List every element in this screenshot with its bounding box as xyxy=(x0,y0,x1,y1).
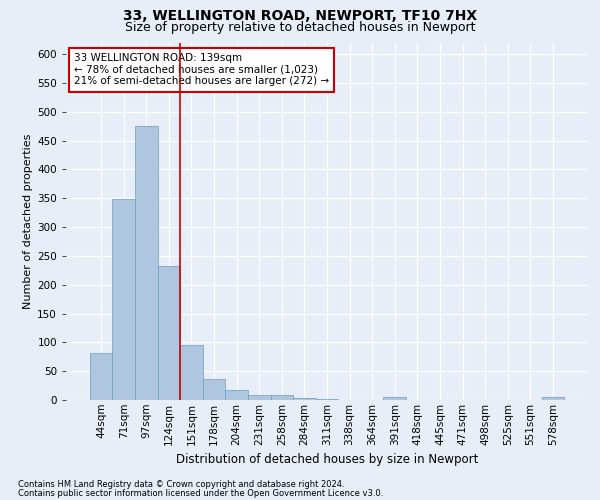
Text: Size of property relative to detached houses in Newport: Size of property relative to detached ho… xyxy=(125,22,475,35)
Text: Contains HM Land Registry data © Crown copyright and database right 2024.: Contains HM Land Registry data © Crown c… xyxy=(18,480,344,489)
Bar xyxy=(542,397,564,400)
Bar xyxy=(383,397,406,400)
Bar xyxy=(226,390,248,400)
Bar xyxy=(112,200,135,400)
Bar xyxy=(271,396,293,400)
Bar xyxy=(158,266,180,400)
Bar xyxy=(180,344,203,400)
Text: 33, WELLINGTON ROAD, NEWPORT, TF10 7HX: 33, WELLINGTON ROAD, NEWPORT, TF10 7HX xyxy=(123,9,477,23)
Bar xyxy=(248,396,271,400)
Bar xyxy=(293,398,316,400)
X-axis label: Distribution of detached houses by size in Newport: Distribution of detached houses by size … xyxy=(176,453,478,466)
Text: Contains public sector information licensed under the Open Government Licence v3: Contains public sector information licen… xyxy=(18,488,383,498)
Y-axis label: Number of detached properties: Number of detached properties xyxy=(23,134,33,309)
Bar xyxy=(135,126,158,400)
Bar xyxy=(203,378,226,400)
Bar xyxy=(90,352,112,400)
Text: 33 WELLINGTON ROAD: 139sqm
← 78% of detached houses are smaller (1,023)
21% of s: 33 WELLINGTON ROAD: 139sqm ← 78% of deta… xyxy=(74,53,329,86)
